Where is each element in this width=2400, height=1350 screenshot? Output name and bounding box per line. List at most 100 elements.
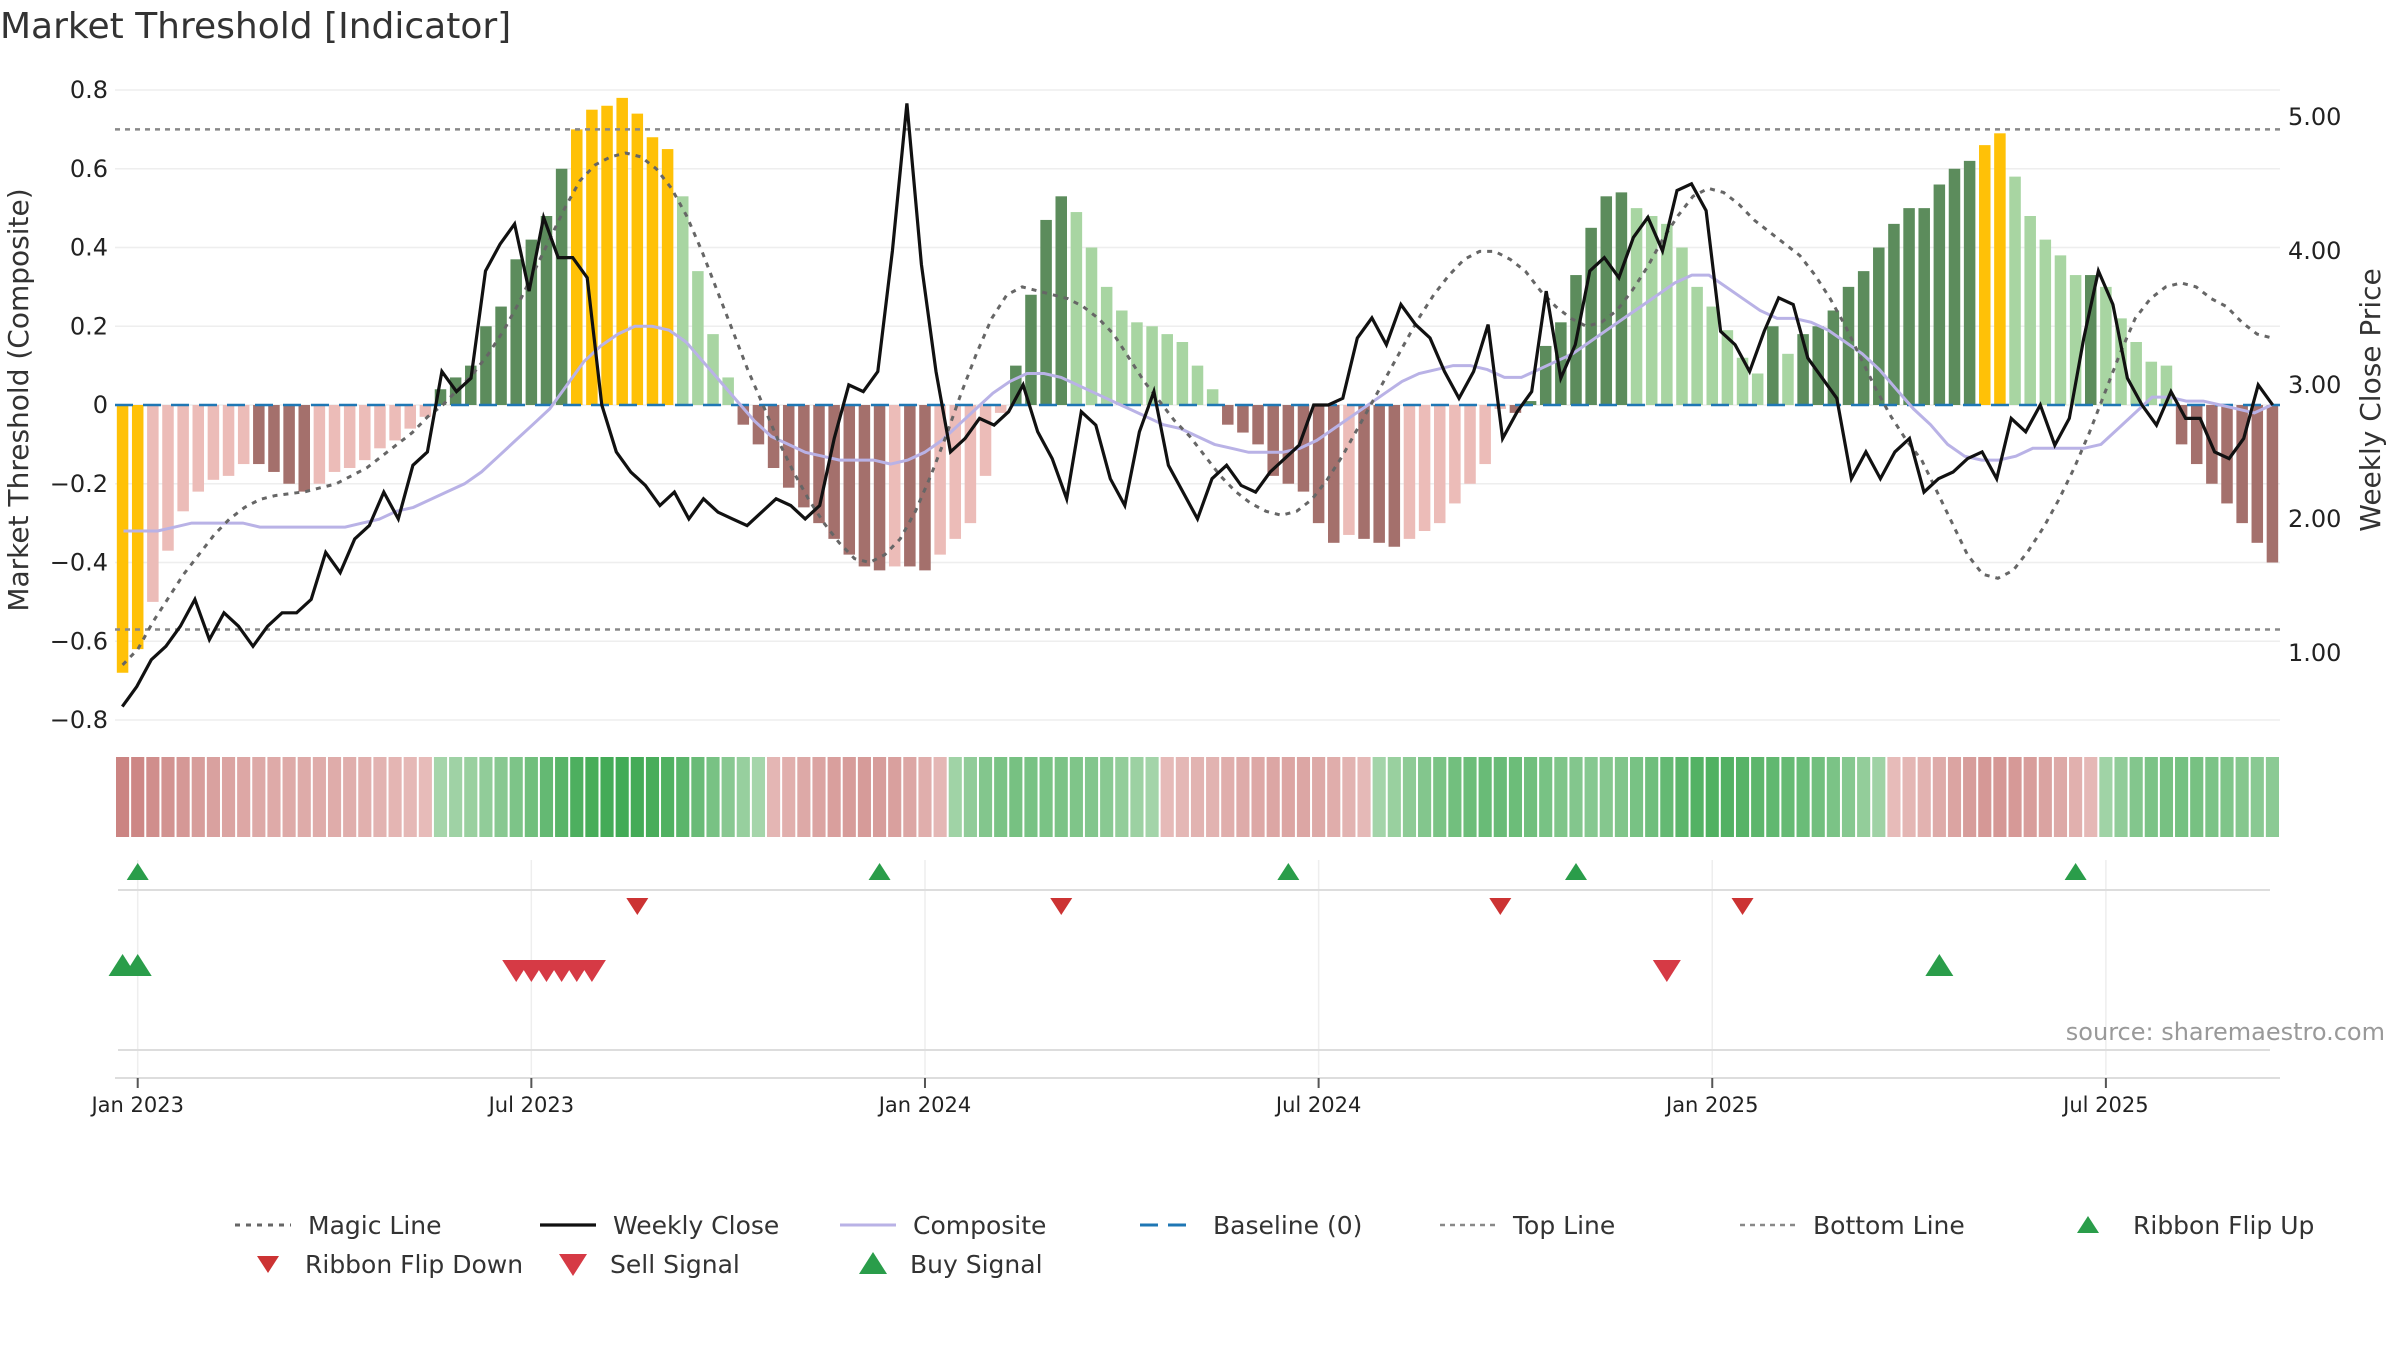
composite-bar	[177, 405, 189, 512]
ribbon-segment	[1614, 757, 1628, 837]
sell-signal-marker	[1652, 960, 1681, 982]
composite-bar	[328, 405, 341, 472]
composite-bar	[858, 405, 871, 567]
ribbon-segment	[418, 757, 432, 837]
composite-bar	[1963, 160, 1976, 405]
composite-bar	[1479, 405, 1491, 465]
composite-bar	[1040, 219, 1052, 405]
composite-bars	[116, 97, 2279, 673]
composite-bar	[1297, 405, 1310, 492]
ribbon-segment	[494, 757, 508, 837]
composite-bar	[2221, 405, 2233, 504]
ribbon-segment	[2175, 757, 2189, 837]
composite-bar	[162, 405, 174, 551]
composite-bar	[994, 405, 1007, 413]
ribbon-segment	[1100, 757, 1114, 837]
ribbon-segment	[1932, 757, 1946, 837]
trend-ribbon	[116, 757, 2279, 837]
ribbon-segment	[267, 757, 281, 837]
ribbon-segment	[524, 757, 538, 837]
composite-bar	[1282, 405, 1295, 484]
composite-bar	[1676, 247, 1688, 405]
ribbon-segment	[1887, 757, 1901, 837]
composite-bar	[1343, 405, 1355, 535]
date-tick-label: Jan 2024	[877, 1093, 972, 1117]
composite-bar	[1539, 345, 1552, 405]
composite-bar	[2236, 405, 2248, 524]
composite-bar	[616, 97, 628, 405]
composite-bar	[404, 405, 416, 429]
ribbon-segment	[1312, 757, 1326, 837]
legend-label: Baseline (0)	[1213, 1211, 1362, 1240]
ribbon-segment	[1493, 757, 1507, 837]
ribbon-segment	[2114, 757, 2128, 837]
ribbon-segment	[857, 757, 871, 837]
composite-bar	[1691, 286, 1703, 405]
composite-bar	[1645, 216, 1658, 405]
composite-bar	[782, 405, 795, 488]
composite-bar	[1903, 208, 1915, 405]
date-tick-label: Jan 2023	[89, 1093, 184, 1117]
buy-signal-marker	[1925, 954, 1954, 976]
composite-bar	[1418, 405, 1431, 531]
composite-bar	[2130, 342, 2142, 405]
composite-bar	[1131, 322, 1143, 405]
ribbon-segment	[630, 757, 644, 837]
ribbon-segment	[1917, 757, 1931, 837]
composite-bar	[283, 405, 295, 484]
legend-item-close: Weekly Close	[540, 1211, 779, 1240]
ribbon-flip-up-marker	[868, 863, 891, 880]
ribbon-segment	[600, 757, 614, 837]
ribbon-segment	[1175, 757, 1189, 837]
left-y-axis: 0.8 0.6 0.4 0.2 0 −0.2 −0.4 −0.6 −0.8	[50, 76, 108, 734]
composite-bar	[1585, 227, 1597, 405]
composite-bar	[374, 405, 386, 449]
composite-bar	[2054, 255, 2067, 405]
composite-bar	[1433, 405, 1446, 524]
ribbon-segment	[358, 757, 372, 837]
ribbon-segment	[1342, 757, 1356, 837]
composite-bar	[1025, 294, 1037, 405]
ribbon-segment	[1130, 757, 1144, 837]
ribbon-segment	[116, 757, 130, 837]
ribbon-segment	[721, 757, 735, 837]
ribbon-segment	[2190, 757, 2204, 837]
legend-label: Weekly Close	[613, 1211, 779, 1240]
legend-swatch	[559, 1254, 587, 1276]
legend-label: Ribbon Flip Down	[305, 1250, 523, 1279]
ribbon-flip-down-marker	[1731, 898, 1754, 915]
ribbon-segment	[1039, 757, 1053, 837]
ribbon-segment	[2069, 757, 2083, 837]
ribbon-flip-down-marker	[1489, 898, 1512, 915]
ribbon-segment	[1841, 757, 1856, 837]
composite-bar	[631, 113, 644, 405]
composite-bar	[1312, 405, 1325, 524]
ribbon-segment	[343, 757, 357, 837]
ribbon-segment	[327, 757, 342, 837]
ribbon-segment	[1660, 757, 1674, 837]
y-tick-label: −0.6	[50, 627, 108, 655]
ribbon-segment	[1781, 757, 1795, 837]
composite-bar	[192, 405, 205, 492]
composite-bar	[949, 405, 962, 539]
composite-bar	[1736, 357, 1749, 405]
ribbon-segment	[1009, 757, 1023, 837]
ribbon-segment	[1963, 757, 1977, 837]
ribbon-flip-down-marker	[626, 898, 649, 915]
composite-bar	[1767, 326, 1779, 405]
composite-bar	[465, 365, 477, 405]
ribbon-segment	[767, 757, 781, 837]
ribbon-segment	[661, 757, 675, 837]
composite-bar	[1948, 168, 1961, 405]
ribbon-segment	[918, 757, 932, 837]
composite-bar	[1222, 405, 1234, 425]
legend: Magic Line Weekly Close Composite Baseline …	[235, 1211, 2314, 1279]
ribbon-segment	[373, 757, 387, 837]
legend-label: Ribbon Flip Up	[2133, 1211, 2314, 1240]
composite-bar	[1161, 334, 1173, 405]
ribbon-flip-up-marker	[2064, 863, 2087, 880]
legend-item-buy: Buy Signal	[859, 1250, 1043, 1279]
ribbon-segment	[1751, 757, 1765, 837]
ribbon-segment	[842, 757, 856, 837]
